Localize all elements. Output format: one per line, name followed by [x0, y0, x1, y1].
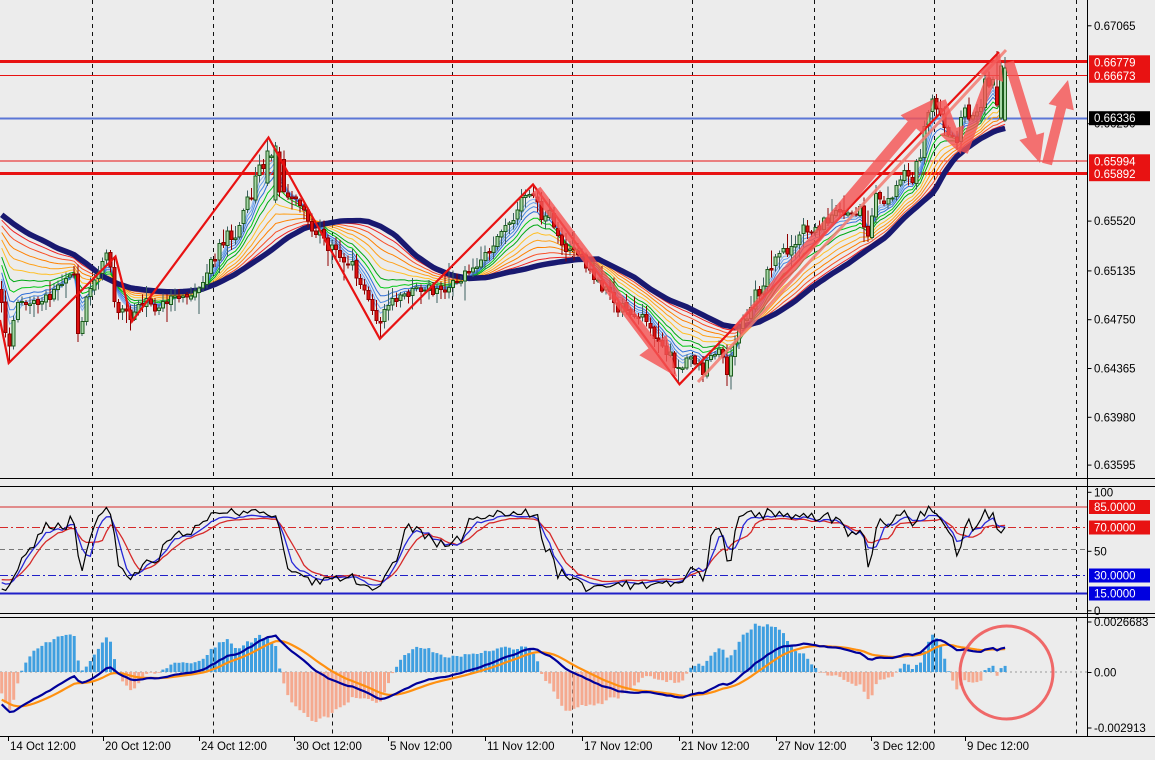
svg-text:21 Nov 12:00: 21 Nov 12:00 — [681, 741, 749, 753]
svg-text:0.66336: 0.66336 — [1094, 113, 1136, 125]
svg-text:0.65994: 0.65994 — [1094, 156, 1136, 168]
svg-text:0.66779: 0.66779 — [1094, 57, 1136, 69]
svg-text:5 Nov 12:00: 5 Nov 12:00 — [390, 741, 452, 753]
svg-text:20 Oct 12:00: 20 Oct 12:00 — [105, 741, 171, 753]
svg-text:0.65520: 0.65520 — [1094, 216, 1136, 228]
svg-text:0.63595: 0.63595 — [1094, 460, 1136, 472]
svg-text:0.64365: 0.64365 — [1094, 364, 1136, 376]
svg-text:85.0000: 85.0000 — [1094, 502, 1136, 514]
svg-text:3 Dec 12:00: 3 Dec 12:00 — [873, 741, 935, 753]
svg-text:0.0026683: 0.0026683 — [1094, 617, 1148, 629]
svg-text:27 Nov 12:00: 27 Nov 12:00 — [778, 741, 846, 753]
svg-text:0.63980: 0.63980 — [1094, 412, 1136, 424]
svg-text:0.64750: 0.64750 — [1094, 315, 1136, 327]
svg-text:24 Oct 12:00: 24 Oct 12:00 — [201, 741, 267, 753]
svg-text:0.65135: 0.65135 — [1094, 266, 1136, 278]
svg-text:70.0000: 70.0000 — [1094, 523, 1136, 535]
svg-text:0: 0 — [1094, 606, 1100, 618]
svg-text:50: 50 — [1094, 546, 1107, 558]
svg-text:30 Oct 12:00: 30 Oct 12:00 — [296, 741, 362, 753]
svg-text:0.00: 0.00 — [1094, 668, 1116, 680]
svg-text:0.65892: 0.65892 — [1094, 169, 1136, 181]
svg-text:14 Oct 12:00: 14 Oct 12:00 — [10, 741, 76, 753]
svg-text:17 Nov 12:00: 17 Nov 12:00 — [584, 741, 652, 753]
svg-text:9 Dec 12:00: 9 Dec 12:00 — [967, 741, 1029, 753]
svg-text:100: 100 — [1094, 487, 1113, 499]
svg-text:11 Nov 12:00: 11 Nov 12:00 — [487, 741, 555, 753]
svg-text:15.0000: 15.0000 — [1094, 589, 1136, 601]
svg-text:30.0000: 30.0000 — [1094, 571, 1136, 583]
svg-text:0.67065: 0.67065 — [1094, 21, 1136, 33]
svg-text:0.66673: 0.66673 — [1094, 71, 1136, 83]
svg-text:-0.002913: -0.002913 — [1094, 723, 1146, 735]
